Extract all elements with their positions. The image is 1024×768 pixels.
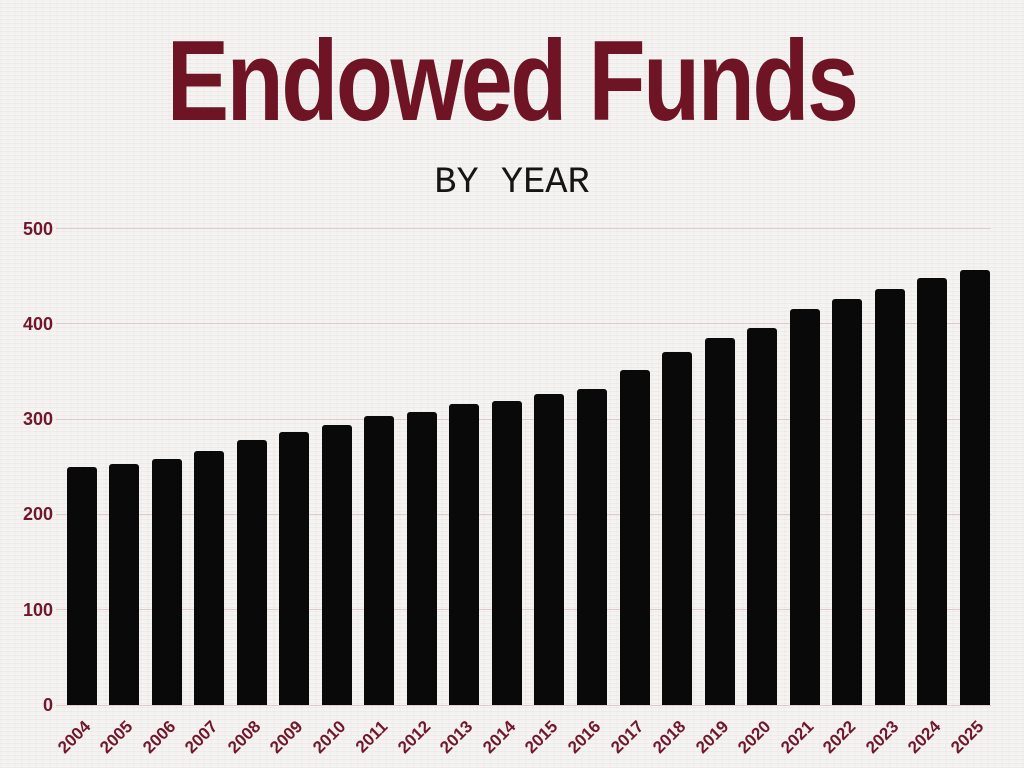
bar-2025 — [959, 270, 990, 705]
bar-2009 — [279, 432, 310, 705]
bar-2016 — [576, 388, 607, 705]
bar-2004 — [66, 466, 97, 705]
y-tick-label-400: 400 — [22, 313, 53, 334]
gridline-300 — [56, 418, 991, 420]
bar-2008 — [236, 440, 267, 705]
bar-2020 — [747, 327, 778, 705]
gridline-500 — [56, 228, 991, 229]
bar-2012 — [406, 412, 437, 705]
bar-2007 — [194, 450, 225, 705]
bar-2024 — [917, 278, 948, 705]
gridline-100 — [56, 609, 991, 611]
gridline-200 — [56, 513, 991, 515]
y-tick-label-200: 200 — [22, 504, 53, 525]
bar-2022 — [832, 299, 863, 705]
bar-2013 — [449, 403, 480, 705]
gridline-0 — [56, 704, 991, 706]
bar-2006 — [151, 459, 182, 705]
bar-2015 — [534, 394, 565, 705]
chart-title-text: Endowed Funds — [167, 18, 859, 145]
bar-2017 — [619, 369, 650, 705]
y-tick-label-500: 500 — [22, 218, 53, 239]
bar-2010 — [321, 424, 352, 705]
y-tick-label-300: 300 — [22, 409, 53, 430]
chart-title: Endowed Funds — [0, 25, 1024, 139]
gridline-400 — [56, 323, 991, 325]
bar-2023 — [874, 288, 905, 705]
bar-2014 — [491, 400, 522, 705]
bar-2019 — [704, 338, 735, 705]
bar-2011 — [364, 416, 395, 705]
bar-2018 — [662, 352, 693, 705]
chart-subtitle: BY YEAR — [434, 162, 590, 204]
bar-2021 — [789, 308, 820, 705]
bar-2005 — [109, 463, 140, 705]
y-tick-label-0: 0 — [42, 695, 53, 715]
y-tick-label-100: 100 — [22, 599, 53, 620]
